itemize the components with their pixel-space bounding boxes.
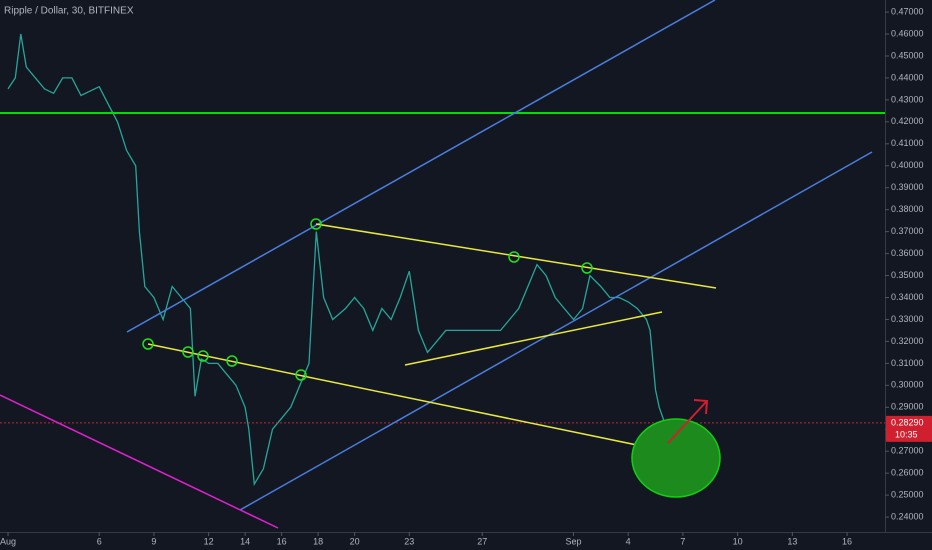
touch-point [508, 251, 520, 263]
y-tick-label: 0.36000 [891, 248, 924, 258]
y-tick-label: 0.47000 [891, 6, 924, 16]
x-tick-label: 10 [733, 536, 743, 546]
touch-point [182, 346, 194, 358]
y-tick-label: 0.37000 [891, 226, 924, 236]
y-tick-label: 0.33000 [891, 314, 924, 324]
y-tick-label: 0.31000 [891, 358, 924, 368]
y-tick-label: 0.34000 [891, 292, 924, 302]
x-tick-label: 9 [151, 536, 156, 546]
channel-line [239, 151, 873, 511]
y-tick-label: 0.46000 [891, 28, 924, 38]
trend-line [147, 343, 696, 458]
touch-point [197, 350, 209, 362]
y-tick-label: 0.30000 [891, 380, 924, 390]
x-tick-label: 16 [842, 536, 852, 546]
x-tick-label: 6 [97, 536, 102, 546]
y-tick-label: 0.38000 [891, 204, 924, 214]
x-tick-label: 7 [680, 536, 685, 546]
y-tick-label: 0.41000 [891, 138, 924, 148]
y-tick-label: 0.26000 [891, 468, 924, 478]
countdown: 10:35 [895, 429, 918, 439]
touch-point [226, 355, 238, 367]
y-tick-label: 0.32000 [891, 336, 924, 346]
y-tick-label: 0.35000 [891, 270, 924, 280]
x-tick-label: Sep [565, 536, 581, 546]
touch-point [310, 218, 322, 230]
y-tick-label: 0.39000 [891, 182, 924, 192]
x-tick-label: 18 [313, 536, 323, 546]
trend-line [0, 394, 279, 529]
trend-line [404, 311, 663, 366]
x-tick-label: 13 [787, 536, 797, 546]
x-tick-label: 23 [404, 536, 414, 546]
x-tick-label: 14 [240, 536, 250, 546]
target-ellipse [631, 418, 721, 498]
touch-points [142, 218, 593, 381]
x-tick-label: Aug [0, 536, 16, 546]
arrow-head [693, 399, 709, 415]
x-tick-label: 12 [204, 536, 214, 546]
touch-point [142, 338, 154, 350]
y-tick-label: 0.29000 [891, 402, 924, 412]
y-tick-label: 0.27000 [891, 446, 924, 456]
x-tick-label: 4 [626, 536, 631, 546]
trend-line [315, 223, 717, 289]
x-tick-label: 20 [350, 536, 360, 546]
chart-title: Ripple / Dollar, 30, BITFINEX [4, 6, 134, 17]
touch-point [295, 369, 307, 381]
arrow [667, 401, 707, 444]
drawings [0, 0, 885, 529]
y-tick-label: 0.43000 [891, 94, 924, 104]
x-tick-label: 16 [277, 536, 287, 546]
last-price-label: 0.28290 [891, 417, 924, 427]
touch-point [581, 262, 593, 274]
y-tick-label: 0.24000 [891, 511, 924, 521]
y-tick-label: 0.40000 [891, 160, 924, 170]
y-tick-label: 0.45000 [891, 50, 924, 60]
y-tick-label: 0.44000 [891, 72, 924, 82]
y-tick-label: 0.25000 [891, 489, 924, 499]
last-price-badge [886, 415, 932, 442]
y-tick-label: 0.42000 [891, 116, 924, 126]
channel-line [126, 0, 716, 333]
x-tick-label: 27 [477, 536, 487, 546]
